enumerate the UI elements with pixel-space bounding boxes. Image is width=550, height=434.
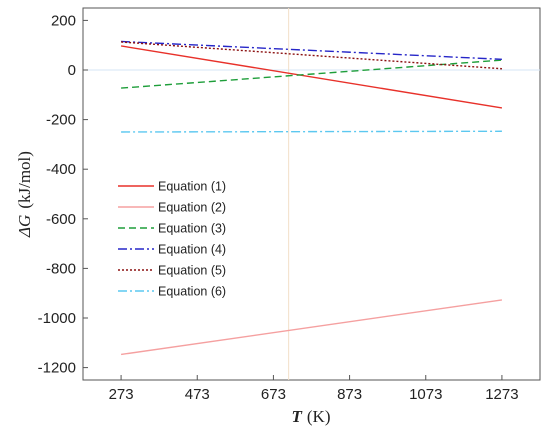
series-line-eq6 (121, 130, 502, 133)
legend-label-eq2: Equation (2) (158, 201, 226, 215)
x-axis-ticks: 273 473 673 873 1073 1273 (109, 375, 519, 403)
x-tick-label: 273 (109, 386, 134, 403)
y-tick-label: -1200 (38, 360, 76, 377)
y-tick-label: 0 (68, 62, 76, 79)
x-tick-label: 473 (185, 386, 210, 403)
legend-label-eq1: Equation (1) (158, 180, 226, 194)
y-axis-label: ΔG (kJ/mol) (15, 151, 34, 238)
x-tick-label: 1273 (485, 386, 518, 403)
y-axis-ticks: 200 0 -200 -400 -600 -800 -1000 -1200 (38, 12, 88, 377)
legend-label-eq6: Equation (6) (158, 285, 226, 299)
series-group (120, 40, 503, 356)
y-tick-label: -600 (46, 211, 76, 228)
series-line-eq4 (121, 40, 502, 61)
x-axis-label: T (K) (292, 407, 331, 426)
y-tick-label: -800 (46, 260, 76, 277)
legend-label-eq4: Equation (4) (158, 243, 226, 257)
series-line-eq3 (121, 59, 502, 89)
y-tick-label: 200 (51, 12, 76, 29)
reference-lines (83, 8, 540, 380)
plot-area (82, 7, 541, 381)
series-line-eq2 (120, 299, 503, 356)
y-tick-label: -200 (46, 112, 76, 129)
legend: Equation (1) Equation (2) Equation (3) Equa… (118, 180, 226, 299)
series-line-eq1 (120, 45, 503, 109)
x-tick-label: 673 (261, 386, 286, 403)
x-axis-symbol: T (292, 407, 303, 426)
y-axis-symbol: ΔG (15, 215, 34, 238)
y-tick-label: -1000 (38, 310, 76, 327)
x-tick-label: 1073 (409, 386, 442, 403)
x-axis-unit: (K) (307, 407, 331, 426)
x-tick-label: 873 (337, 386, 362, 403)
y-axis-unit: (kJ/mol) (15, 151, 34, 209)
legend-label-eq5: Equation (5) (158, 264, 226, 278)
y-tick-label: -400 (46, 161, 76, 178)
legend-label-eq3: Equation (3) (158, 222, 226, 236)
